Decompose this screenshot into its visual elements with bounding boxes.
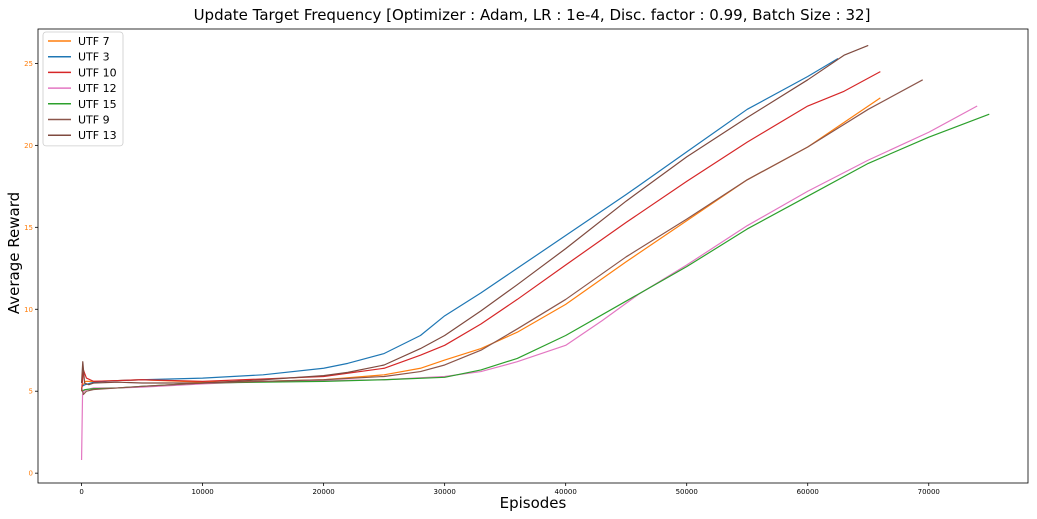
y-tick-label: 0 [29,470,33,478]
series-line-utf-12 [80,105,978,461]
legend-label: UTF 9 [78,114,110,127]
series-line-utf-7 [81,97,881,389]
x-axis-label: Episodes [500,494,567,512]
plot-frame [37,28,1029,484]
legend-box [42,31,124,147]
legend-label: UTF 12 [78,82,117,95]
y-tick-label: 25 [24,60,33,68]
x-tick-label: 60000 [797,488,819,496]
series-line-utf-15 [81,113,990,392]
x-tick-label: 10000 [191,488,213,496]
x-tick-label: 70000 [918,488,940,496]
series-layer [80,44,990,461]
series-line-utf-9 [80,79,923,396]
legend-label: UTF 10 [78,66,117,79]
ticks-layer: 0 10000 20000 30000 40000 50000 60000 70000 0 5 10… [24,60,940,496]
legend-label: UTF 13 [78,129,117,142]
legend-label: UTF 3 [78,51,110,64]
y-tick-label: 15 [24,224,33,232]
series-line-utf-13 [80,44,869,386]
chart-title: Update Target Frequency [Optimizer : Ada… [194,6,871,24]
y-tick-label: 20 [24,142,33,150]
y-tick-label: 10 [24,306,33,314]
x-tick-label: 30000 [434,488,456,496]
legend-label: UTF 7 [78,35,110,48]
x-tick-label: 40000 [555,488,577,496]
y-axis-label: Average Reward [5,192,23,314]
x-tick-label: 20000 [312,488,334,496]
legend: UTF 7 UTF 3 UTF 10 UTF 12 UTF 15 UTF 9 UTF 13 [42,31,124,147]
y-tick-label: 5 [29,388,33,396]
x-tick-label: 0 [79,488,83,496]
legend-label: UTF 15 [78,98,117,111]
x-tick-label: 50000 [676,488,698,496]
series-line-utf-10 [80,71,881,392]
